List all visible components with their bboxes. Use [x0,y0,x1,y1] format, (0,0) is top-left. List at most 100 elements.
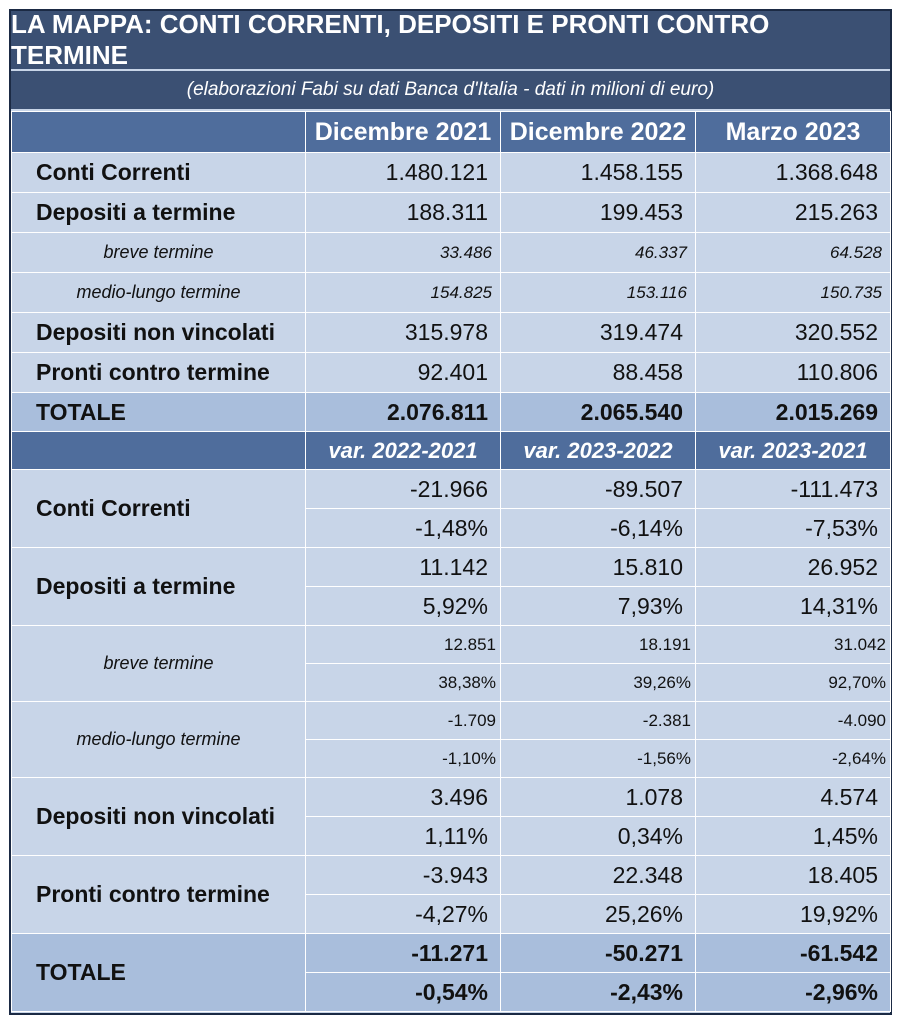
variation-header-row: var. 2022-2021 var. 2023-2022 var. 2023-… [11,431,891,470]
table-row: Depositi a termine 188.311 199.453 215.2… [11,192,891,233]
table-row: Conti Correnti -21.966 -89.507 -111.473 [11,469,891,548]
cell-value: 1.480.121 [305,152,501,193]
cell-value: -1.709 [305,701,501,740]
row-label: Pronti contro termine [11,352,306,393]
cell-percent: 14,31% [695,586,891,626]
cell-value: 1.458.155 [500,152,696,193]
cell-percent: 38,38% [305,663,501,702]
table-row: Conti Correnti 1.480.121 1.458.155 1.368… [11,152,891,193]
header-row: Dicembre 2021 Dicembre 2022 Marzo 2023 [11,111,891,153]
row-label: Pronti contro termine [11,855,306,934]
total-value: 2.065.540 [500,392,696,432]
cell-value: 88.458 [500,352,696,393]
total-value: 2.015.269 [695,392,891,432]
table-row: Pronti contro termine -3.943 22.348 18.4… [11,855,891,934]
total-percent: -2,96% [695,972,891,1012]
row-label: Depositi a termine [11,547,306,626]
total-label: TOTALE [11,392,306,432]
cell-value: -111.473 [695,469,891,509]
cell-percent: 92,70% [695,663,891,702]
cell-percent: 1,45% [695,816,891,856]
cell-value: 18.191 [500,625,696,664]
col-header: Marzo 2023 [695,111,891,153]
row-sublabel: medio-lungo termine [11,272,306,313]
cell-value: 3.496 [305,777,501,817]
cell-value: 18.405 [695,855,891,895]
var-col-header: var. 2022-2021 [305,431,501,470]
row-label: Conti Correnti [11,152,306,193]
cell-value: 11.142 [305,547,501,587]
total-percent: -0,54% [305,972,501,1012]
cell-value: 64.528 [695,232,891,273]
total-row: TOTALE 2.076.811 2.065.540 2.015.269 [11,392,891,432]
total-value: -50.271 [500,933,696,973]
table-row: Depositi non vincolati 3.496 1.078 4.574 [11,777,891,856]
cell-value: -21.966 [305,469,501,509]
cell-value: 150.735 [695,272,891,313]
cell-percent: 0,34% [500,816,696,856]
row-label: Conti Correnti [11,469,306,548]
cell-value: 92.401 [305,352,501,393]
cell-value: 1.078 [500,777,696,817]
cell-value: 110.806 [695,352,891,393]
table-row: -4,27% 25,26% 19,92% [12,894,891,934]
cell-value: 4.574 [695,777,891,817]
table-row: 1,11% 0,34% 1,45% [12,816,891,856]
row-label: Depositi a termine [11,192,306,233]
var-col-header: var. 2023-2021 [695,431,891,470]
cell-value: 15.810 [500,547,696,587]
table-row: Depositi non vincolati 315.978 319.474 3… [11,312,891,353]
total-value: 2.076.811 [305,392,501,432]
table-subtitle: (elaborazioni Fabi su dati Banca d'Itali… [11,71,890,109]
data-table-panel: LA MAPPA: CONTI CORRENTI, DEPOSITI E PRO… [9,9,892,1015]
cell-value: 153.116 [500,272,696,313]
cell-value: 215.263 [695,192,891,233]
cell-percent: -6,14% [500,508,696,548]
cell-value: 199.453 [500,192,696,233]
row-sublabel: medio-lungo termine [11,701,306,778]
cell-percent: -1,48% [305,508,501,548]
total-value: -11.271 [305,933,501,973]
cell-percent: 1,11% [305,816,501,856]
cell-value: -4.090 [695,701,891,740]
cell-value: -2.381 [500,701,696,740]
cell-value: 31.042 [695,625,891,664]
table-row: -1,48% -6,14% -7,53% [12,508,891,548]
cell-value: 46.337 [500,232,696,273]
table-row: 38,38% 39,26% 92,70% [12,663,891,702]
cell-value: 33.486 [305,232,501,273]
col-header: Dicembre 2022 [500,111,696,153]
cell-percent: -1,56% [500,739,696,778]
cell-percent: 7,93% [500,586,696,626]
table-row: medio-lungo termine 154.825 153.116 150.… [11,272,891,313]
cell-value: 1.368.648 [695,152,891,193]
table-row: breve termine 33.486 46.337 64.528 [11,232,891,273]
cell-value: 188.311 [305,192,501,233]
cell-value: 320.552 [695,312,891,353]
table-row: -1,10% -1,56% -2,64% [12,739,891,778]
cell-value: -3.943 [305,855,501,895]
cell-percent: 39,26% [500,663,696,702]
row-label: Depositi non vincolati [11,312,306,353]
header-corner [11,111,306,153]
total-label: TOTALE [11,933,306,1012]
table-row: Pronti contro termine 92.401 88.458 110.… [11,352,891,393]
deposits-table: Dicembre 2021 Dicembre 2022 Marzo 2023 C… [11,111,891,1012]
cell-percent: -4,27% [305,894,501,934]
total-percent: -2,43% [500,972,696,1012]
cell-percent: 25,26% [500,894,696,934]
cell-percent: 19,92% [695,894,891,934]
row-sublabel: breve termine [11,232,306,273]
cell-value: 26.952 [695,547,891,587]
var-col-header: var. 2023-2022 [500,431,696,470]
header-corner [11,431,306,470]
total-value: -61.542 [695,933,891,973]
cell-value: 319.474 [500,312,696,353]
cell-percent: 5,92% [305,586,501,626]
cell-value: -89.507 [500,469,696,509]
row-label: Depositi non vincolati [11,777,306,856]
table-title: LA MAPPA: CONTI CORRENTI, DEPOSITI E PRO… [11,9,890,70]
col-header: Dicembre 2021 [305,111,501,153]
cell-percent: -2,64% [695,739,891,778]
table-row: Depositi a termine 11.142 15.810 26.952 [11,547,891,626]
